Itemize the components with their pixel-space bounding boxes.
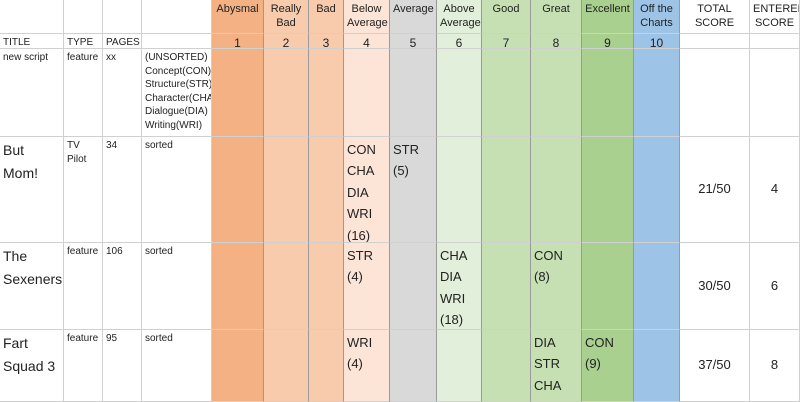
cell bbox=[64, 0, 103, 34]
cell bbox=[142, 0, 212, 34]
score-cell bbox=[390, 49, 437, 137]
rating-number: 9 bbox=[582, 34, 634, 49]
rating-number: 2 bbox=[264, 34, 309, 49]
type-label: TYPE bbox=[64, 34, 103, 49]
rating-number: 8 bbox=[531, 34, 582, 49]
rating-label: Bad bbox=[309, 0, 344, 34]
total-score bbox=[680, 49, 750, 137]
score-cell bbox=[309, 243, 344, 330]
entered-score: 6 bbox=[750, 243, 800, 330]
score-cell: CON CHA DIA WRI (16) bbox=[344, 137, 390, 243]
total-label: TOTAL SCORE bbox=[680, 0, 750, 34]
script-pages: xx bbox=[103, 49, 142, 137]
title-label: TITLE bbox=[0, 34, 64, 49]
script-title: The Sexeners bbox=[0, 243, 64, 330]
script-pages: 106 bbox=[103, 243, 142, 330]
rating-label: Average bbox=[390, 0, 437, 34]
rating-label: Above Average bbox=[437, 0, 482, 34]
score-cell bbox=[264, 137, 309, 243]
score-cell bbox=[264, 243, 309, 330]
script-status: sorted bbox=[142, 330, 212, 402]
score-cell bbox=[482, 330, 531, 402]
score-cell bbox=[582, 137, 634, 243]
rating-label: Really Bad bbox=[264, 0, 309, 34]
score-cell bbox=[264, 49, 309, 137]
entered-label: ENTERED SCORE bbox=[750, 0, 800, 34]
script-status: sorted bbox=[142, 137, 212, 243]
score-cell: STR (5) bbox=[390, 137, 437, 243]
score-cell bbox=[264, 330, 309, 402]
rating-number: 5 bbox=[390, 34, 437, 49]
score-cell: CON (8) bbox=[531, 243, 582, 330]
score-cell bbox=[437, 49, 482, 137]
score-cell bbox=[482, 243, 531, 330]
total-score: 30/50 bbox=[680, 243, 750, 330]
score-cell bbox=[634, 137, 680, 243]
score-cell bbox=[582, 49, 634, 137]
script-type: TV Pilot bbox=[64, 137, 103, 243]
score-cell bbox=[634, 330, 680, 402]
script-pages: 34 bbox=[103, 137, 142, 243]
score-cell bbox=[212, 330, 264, 402]
score-cell bbox=[344, 49, 390, 137]
pages-label: PAGES bbox=[103, 34, 142, 49]
script-title: But Mom! bbox=[0, 137, 64, 243]
rating-label: Excellent bbox=[582, 0, 634, 34]
script-status: sorted bbox=[142, 243, 212, 330]
score-cell bbox=[437, 137, 482, 243]
score-cell: CON (9) bbox=[582, 330, 634, 402]
rating-label: Good bbox=[482, 0, 531, 34]
score-cell bbox=[531, 49, 582, 137]
cell bbox=[680, 34, 750, 49]
score-cell bbox=[582, 243, 634, 330]
cell bbox=[103, 0, 142, 34]
score-cell bbox=[390, 330, 437, 402]
total-score: 21/50 bbox=[680, 137, 750, 243]
entered-score bbox=[750, 49, 800, 137]
score-cell bbox=[482, 137, 531, 243]
score-cell bbox=[531, 137, 582, 243]
script-type: feature bbox=[64, 243, 103, 330]
script-status: (UNSORTED) Concept(CON) Structure(STR) C… bbox=[142, 49, 212, 137]
score-cell: WRI (4) bbox=[344, 330, 390, 402]
score-cell: DIA STR CHA (24) bbox=[531, 330, 582, 402]
script-title: new script bbox=[0, 49, 64, 137]
total-score: 37/50 bbox=[680, 330, 750, 402]
score-cell bbox=[634, 243, 680, 330]
script-title: Fart Squad 3 bbox=[0, 330, 64, 402]
rating-label: Abysmal bbox=[212, 0, 264, 34]
script-type: feature bbox=[64, 330, 103, 402]
score-cell bbox=[309, 330, 344, 402]
rating-label: Great bbox=[531, 0, 582, 34]
script-type: feature bbox=[64, 49, 103, 137]
score-cell bbox=[482, 49, 531, 137]
score-cell: STR (4) bbox=[344, 243, 390, 330]
rating-number: 4 bbox=[344, 34, 390, 49]
script-pages: 95 bbox=[103, 330, 142, 402]
cell bbox=[142, 34, 212, 49]
score-cell bbox=[212, 49, 264, 137]
cell bbox=[750, 34, 800, 49]
score-cell bbox=[437, 330, 482, 402]
cell bbox=[0, 0, 64, 34]
rating-number: 10 bbox=[634, 34, 680, 49]
score-cell bbox=[309, 49, 344, 137]
rating-label: Off the Charts bbox=[634, 0, 680, 34]
score-cell bbox=[634, 49, 680, 137]
score-cell bbox=[390, 243, 437, 330]
rating-label: Below Average bbox=[344, 0, 390, 34]
rating-number: 7 bbox=[482, 34, 531, 49]
score-cell bbox=[309, 137, 344, 243]
score-cell: CHA DIA WRI (18) bbox=[437, 243, 482, 330]
rating-number: 3 bbox=[309, 34, 344, 49]
score-cell bbox=[212, 137, 264, 243]
rating-number: 1 bbox=[212, 34, 264, 49]
entered-score: 8 bbox=[750, 330, 800, 402]
rating-number: 6 bbox=[437, 34, 482, 49]
score-cell bbox=[212, 243, 264, 330]
entered-score: 4 bbox=[750, 137, 800, 243]
